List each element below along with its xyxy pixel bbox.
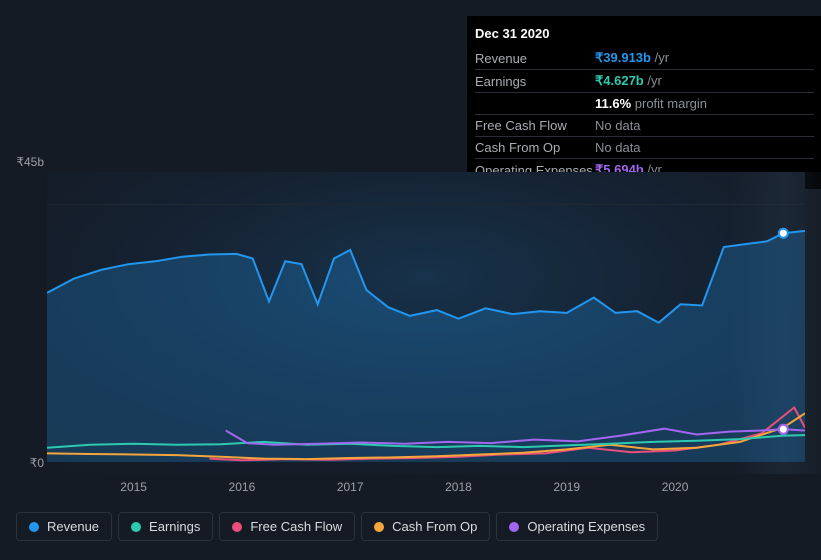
y-axis-min: ₹0 [4,456,44,470]
legend-dot-icon [232,522,242,532]
tooltip-row-value: ₹39.913b /yr [595,47,814,70]
tooltip-row-label: Cash From Op [475,137,595,159]
legend-label: Free Cash Flow [250,519,342,534]
chart-svg [47,172,805,474]
x-axis-labels: 2015 2016 2017 2018 2019 2020 [47,480,805,498]
x-axis-tick: 2020 [662,480,689,494]
tooltip-table: Revenue₹39.913b /yrEarnings₹4.627b /yr11… [475,47,814,181]
legend-label: Revenue [47,519,99,534]
y-axis-max: ₹45b [4,155,44,169]
legend-label: Cash From Op [392,519,477,534]
tooltip-row-label: Earnings [475,70,595,93]
tooltip-row-label: Free Cash Flow [475,115,595,137]
legend-chip-cfo[interactable]: Cash From Op [361,512,490,541]
tooltip-row-label: Revenue [475,47,595,70]
x-axis-tick: 2019 [553,480,580,494]
hover-marker [779,425,788,434]
x-axis-tick: 2016 [229,480,256,494]
legend-chip-opex[interactable]: Operating Expenses [496,512,658,541]
x-axis-tick: 2015 [120,480,147,494]
legend-label: Operating Expenses [527,519,645,534]
tooltip-row-value: No data [595,115,814,137]
legend-dot-icon [509,522,519,532]
tooltip-row-value: ₹4.627b /yr [595,70,814,93]
hover-marker [779,229,788,238]
tooltip-row-label [475,93,595,115]
chart[interactable] [47,172,805,474]
root: Dec 31 2020 Revenue₹39.913b /yrEarnings₹… [0,0,821,560]
legend: Revenue Earnings Free Cash Flow Cash From O… [16,512,658,541]
tooltip-card: Dec 31 2020 Revenue₹39.913b /yrEarnings₹… [467,16,821,189]
legend-dot-icon [131,522,141,532]
legend-chip-fcf[interactable]: Free Cash Flow [219,512,355,541]
tooltip-row-value: No data [595,137,814,159]
legend-dot-icon [374,522,384,532]
legend-dot-icon [29,522,39,532]
revenue-area [47,231,805,462]
x-axis-tick: 2018 [445,480,472,494]
x-axis-tick: 2017 [337,480,364,494]
legend-label: Earnings [149,519,200,534]
legend-chip-earnings[interactable]: Earnings [118,512,213,541]
tooltip-date: Dec 31 2020 [475,22,814,47]
tooltip-row-value: 11.6% profit margin [595,93,814,115]
legend-chip-revenue[interactable]: Revenue [16,512,112,541]
